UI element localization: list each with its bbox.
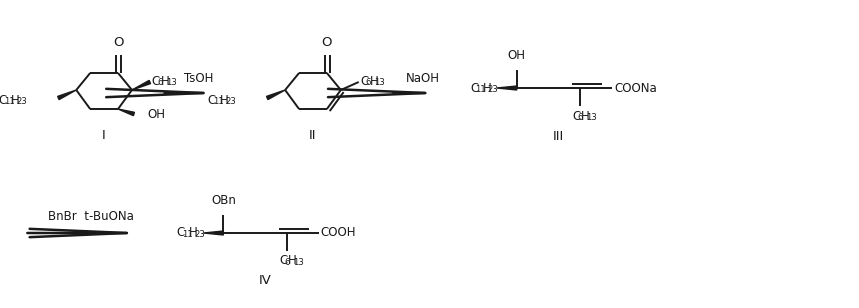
- Text: 11: 11: [3, 97, 15, 106]
- Polygon shape: [118, 109, 135, 116]
- Text: C: C: [572, 110, 581, 123]
- Text: I: I: [102, 128, 106, 141]
- Text: H: H: [483, 82, 491, 95]
- Text: III: III: [553, 129, 564, 143]
- Text: 11: 11: [213, 97, 223, 106]
- Polygon shape: [58, 90, 76, 99]
- Text: 23: 23: [225, 97, 235, 106]
- Text: 6: 6: [577, 113, 583, 122]
- Text: C: C: [152, 75, 160, 87]
- Text: H: H: [189, 226, 198, 240]
- Text: O: O: [321, 36, 332, 49]
- Text: OH: OH: [147, 107, 165, 120]
- Text: OBn: OBn: [211, 194, 235, 207]
- Text: 23: 23: [488, 85, 498, 94]
- Text: 6: 6: [157, 78, 162, 87]
- Text: COONa: COONa: [614, 82, 657, 95]
- Text: 13: 13: [293, 258, 303, 267]
- Text: C: C: [470, 82, 478, 95]
- Text: BnBr  t-BuONa: BnBr t-BuONa: [48, 210, 134, 224]
- Text: 13: 13: [375, 78, 385, 87]
- Text: 6: 6: [284, 258, 289, 267]
- Polygon shape: [204, 231, 223, 235]
- Text: H: H: [369, 75, 378, 87]
- Text: H: H: [582, 110, 590, 123]
- Text: NaOH: NaOH: [406, 71, 441, 84]
- Text: 6: 6: [366, 78, 371, 87]
- Text: H: H: [220, 94, 228, 107]
- Text: H: H: [161, 75, 169, 87]
- Polygon shape: [132, 80, 150, 90]
- Text: O: O: [113, 36, 124, 49]
- Text: 13: 13: [166, 78, 176, 87]
- Polygon shape: [266, 90, 285, 99]
- Text: COOH: COOH: [320, 226, 356, 240]
- Text: IV: IV: [259, 274, 271, 287]
- Text: 13: 13: [586, 113, 597, 122]
- Text: 11: 11: [182, 230, 192, 239]
- Text: C: C: [279, 254, 287, 268]
- Text: C: C: [208, 94, 216, 107]
- Text: 23: 23: [194, 230, 205, 239]
- Text: C: C: [177, 226, 185, 240]
- Text: TsOH: TsOH: [184, 71, 213, 84]
- Text: 11: 11: [475, 85, 486, 94]
- Text: OH: OH: [508, 49, 526, 62]
- Text: C: C: [361, 75, 369, 87]
- Text: 23: 23: [16, 97, 27, 106]
- Polygon shape: [497, 86, 517, 90]
- Text: H: H: [288, 254, 296, 268]
- Text: H: H: [11, 94, 20, 107]
- Text: II: II: [309, 128, 317, 141]
- Text: C: C: [0, 94, 7, 107]
